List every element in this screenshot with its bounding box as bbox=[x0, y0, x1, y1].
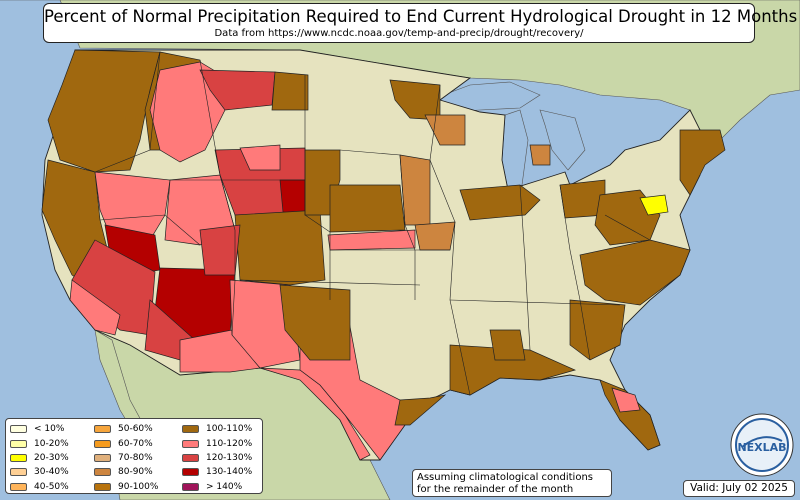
border-line bbox=[94, 51, 161, 173]
region-carolinas bbox=[579, 239, 691, 306]
legend-label: 100-110% bbox=[206, 424, 253, 435]
legend-item: 100-110% bbox=[182, 422, 252, 436]
title-box: Percent of Normal Precipitation Required… bbox=[43, 3, 798, 43]
border-line bbox=[429, 84, 471, 396]
legend-swatch bbox=[182, 439, 199, 448]
legend-item: 70-80% bbox=[94, 451, 158, 465]
region-illinois-indiana bbox=[459, 184, 541, 221]
legend-item: < 10% bbox=[10, 422, 69, 436]
legend-swatch bbox=[10, 482, 27, 491]
legend-column-3: 100-110% 110-120% 120-130% 130-140% > 140% bbox=[182, 422, 252, 494]
legend-item: 40-50% bbox=[10, 480, 69, 494]
border-line bbox=[519, 184, 531, 351]
region-minnesota bbox=[389, 79, 441, 121]
legend-column-2: 50-60% 60-70% 70-80% 80-90% 90-100% bbox=[94, 422, 158, 494]
legend-swatch bbox=[182, 453, 199, 462]
legend-item: 90-100% bbox=[94, 480, 158, 494]
legend-item: 130-140% bbox=[182, 465, 252, 479]
legend-item: 30-40% bbox=[10, 465, 69, 479]
border-line bbox=[604, 214, 651, 241]
legend-label: 40-50% bbox=[34, 481, 69, 492]
legend-item: 110-120% bbox=[182, 436, 252, 450]
region-wyoming-core bbox=[279, 179, 306, 216]
legend-item: 120-130% bbox=[182, 451, 252, 465]
legend-label: 30-40% bbox=[34, 467, 69, 478]
legend-label: 70-80% bbox=[118, 452, 153, 463]
logo-globe bbox=[735, 418, 789, 472]
border-line bbox=[339, 149, 416, 300]
logo-text: NEXLAB bbox=[737, 441, 786, 454]
legend-item: 80-90% bbox=[94, 465, 158, 479]
region-georgia bbox=[569, 299, 626, 361]
legend-label: > 140% bbox=[206, 481, 243, 492]
legend-swatch bbox=[182, 425, 199, 434]
legend-swatch bbox=[182, 468, 199, 477]
region-montana bbox=[199, 69, 276, 111]
region-texas-coast bbox=[394, 394, 447, 426]
state-borders bbox=[94, 51, 651, 396]
legend-item: 10-20% bbox=[10, 436, 69, 450]
legend-item: 60-70% bbox=[94, 436, 158, 450]
region-montana-east bbox=[271, 71, 309, 111]
legend-column-1: < 10% 10-20% 20-30% 30-40% 40-50% bbox=[10, 422, 69, 494]
legend-label: 60-70% bbox=[118, 438, 153, 449]
region-mississippi-valley bbox=[489, 329, 526, 361]
region-southwest-pink bbox=[179, 329, 261, 373]
note-line-2: for the remainder of the month bbox=[417, 484, 574, 495]
border-line bbox=[304, 75, 331, 300]
border-line bbox=[449, 299, 621, 306]
region-michigan-north bbox=[529, 144, 551, 166]
climatology-note: Assuming climatological conditions for t… bbox=[412, 469, 612, 497]
map-subtitle: Data from https://www.ncdc.noaa.gov/temp… bbox=[214, 28, 584, 39]
region-maryland bbox=[639, 194, 669, 216]
legend: < 10% 10-20% 20-30% 30-40% 40-50% 50-60% 60-7… bbox=[5, 418, 263, 494]
logo-swoosh bbox=[741, 436, 783, 448]
legend-swatch bbox=[94, 425, 111, 434]
legend-swatch bbox=[94, 439, 111, 448]
legend-item: 20-30% bbox=[10, 451, 69, 465]
legend-swatch bbox=[94, 453, 111, 462]
legend-label: 10-20% bbox=[34, 438, 69, 449]
region-new-mexico bbox=[234, 209, 326, 286]
legend-swatch bbox=[94, 468, 111, 477]
border-line bbox=[559, 184, 591, 361]
legend-swatch bbox=[182, 482, 199, 491]
legend-label: < 10% bbox=[34, 424, 65, 435]
region-kansas-north bbox=[329, 184, 406, 233]
note-line-1: Assuming climatological conditions bbox=[417, 472, 593, 483]
region-south-dakota-west bbox=[239, 144, 281, 171]
map-title: Percent of Normal Precipitation Required… bbox=[44, 7, 798, 26]
legend-swatch bbox=[94, 482, 111, 491]
region-florida-central bbox=[611, 387, 641, 413]
region-kansas-south bbox=[327, 229, 416, 251]
drought-regions bbox=[41, 49, 726, 461]
border-line bbox=[99, 214, 201, 246]
legend-label: 20-30% bbox=[34, 452, 69, 463]
legend-label: 110-120% bbox=[206, 438, 253, 449]
border-line bbox=[239, 279, 421, 286]
legend-label: 90-100% bbox=[118, 481, 159, 492]
legend-swatch bbox=[10, 453, 27, 462]
legend-item: 50-60% bbox=[94, 422, 158, 436]
legend-swatch bbox=[10, 439, 27, 448]
legend-item: > 140% bbox=[182, 480, 252, 494]
legend-swatch bbox=[10, 468, 27, 477]
valid-date: Valid: July 02 2025 bbox=[683, 480, 795, 497]
region-colorado bbox=[199, 224, 241, 276]
region-socal-coast bbox=[69, 279, 121, 336]
legend-label: 120-130% bbox=[206, 452, 253, 463]
region-gulf-coast bbox=[449, 344, 577, 396]
region-missouri bbox=[414, 221, 456, 251]
legend-label: 80-90% bbox=[118, 467, 153, 478]
nexlab-logo: NEXLAB bbox=[730, 413, 794, 477]
legend-label: 50-60% bbox=[118, 424, 153, 435]
region-texas-panhandle bbox=[279, 284, 351, 361]
legend-swatch bbox=[10, 425, 27, 434]
border-line bbox=[199, 59, 236, 336]
region-northeast bbox=[679, 129, 726, 196]
legend-label: 130-140% bbox=[206, 467, 253, 478]
lake-huron bbox=[539, 109, 586, 171]
